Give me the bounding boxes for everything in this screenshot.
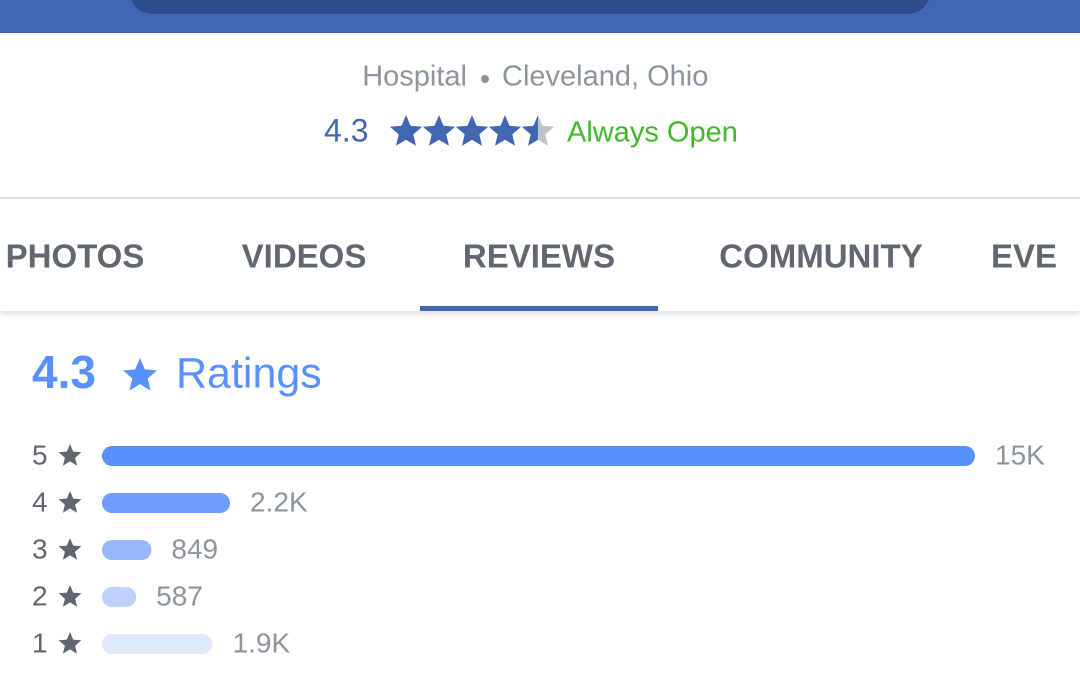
location: Cleveland, Ohio bbox=[502, 61, 708, 93]
star-icon bbox=[58, 491, 82, 513]
rating-count: 2.2K bbox=[250, 486, 308, 517]
star-icon bbox=[389, 115, 423, 146]
rating-bar bbox=[102, 634, 213, 654]
rating-bar bbox=[102, 446, 975, 466]
rating-count: 587 bbox=[156, 580, 203, 611]
ratings-label: Ratings bbox=[176, 349, 322, 397]
header-stars bbox=[389, 115, 555, 146]
ratings-star bbox=[122, 358, 158, 391]
star-icon bbox=[455, 115, 489, 146]
star-icon bbox=[521, 115, 555, 146]
rating-bar bbox=[102, 587, 137, 607]
open-status: Always Open bbox=[567, 117, 738, 149]
star-level: 1 bbox=[32, 627, 48, 658]
ratings-average: 4.3 bbox=[32, 346, 96, 398]
star-icon bbox=[422, 115, 456, 146]
cover-edge bbox=[131, 0, 929, 14]
star-icon bbox=[58, 585, 82, 607]
star-icon bbox=[488, 115, 522, 146]
active-tab-indicator bbox=[419, 306, 659, 311]
tab-bar bbox=[0, 199, 1080, 311]
rating-bar bbox=[102, 493, 231, 513]
rating-bar bbox=[102, 540, 152, 560]
separator bbox=[481, 75, 489, 83]
category: Hospital bbox=[362, 61, 467, 93]
star-level: 2 bbox=[32, 580, 48, 611]
star-icon bbox=[58, 632, 82, 654]
tab[interactable]: REVIEWS bbox=[463, 238, 615, 275]
rating-count: 15K bbox=[995, 439, 1045, 470]
star-level: 4 bbox=[32, 486, 48, 517]
tab[interactable]: VIDEOS bbox=[242, 238, 367, 275]
tab[interactable]: PHOTOS bbox=[6, 238, 145, 275]
star-icon bbox=[58, 538, 82, 560]
header-rating: 4.3 bbox=[324, 112, 368, 148]
star-level: 5 bbox=[32, 439, 48, 470]
tab[interactable]: EVE bbox=[991, 238, 1057, 275]
tab[interactable]: COMMUNITY bbox=[719, 238, 922, 275]
star-level: 3 bbox=[32, 533, 48, 564]
rating-count: 849 bbox=[171, 533, 218, 564]
rating-count: 1.9K bbox=[233, 627, 291, 658]
star-icon bbox=[122, 358, 158, 391]
star-icon bbox=[58, 444, 82, 466]
